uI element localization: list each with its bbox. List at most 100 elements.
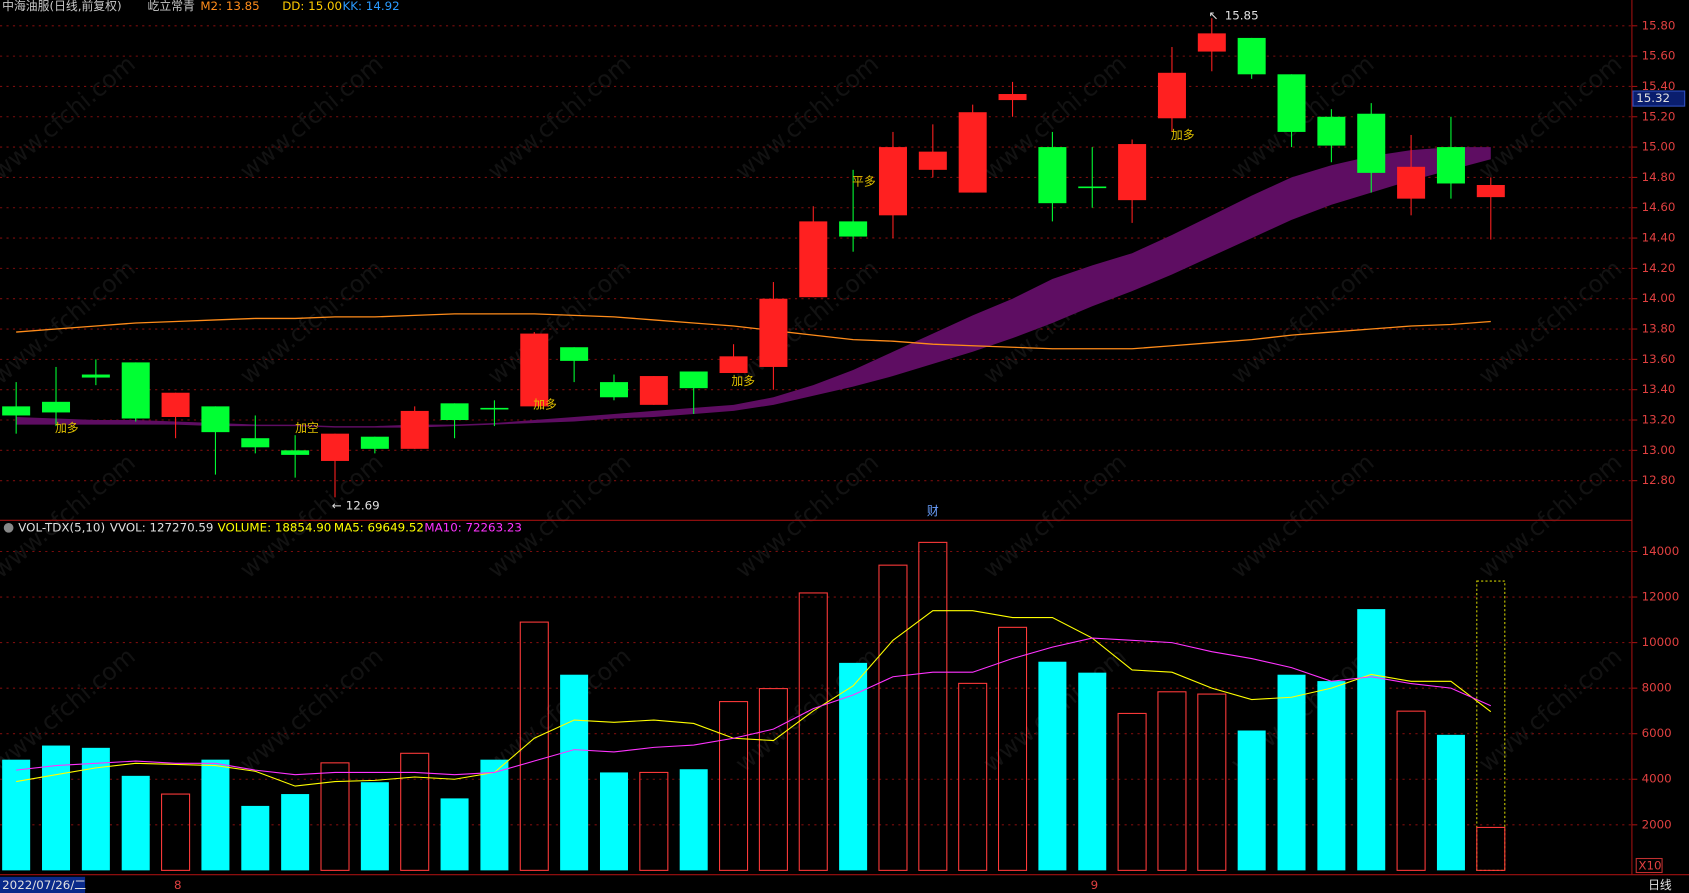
chart-title: 中海油服(日线,前复权): [2, 0, 121, 13]
indicator-name: 屹立常青: [148, 0, 195, 13]
volume-bar: [918, 541, 948, 871]
candle-body: [719, 356, 748, 374]
y-tick-label: 13.40: [1642, 382, 1676, 396]
candle-body: [1357, 113, 1386, 173]
candle-body: [1078, 186, 1107, 189]
date-box: [0, 876, 86, 893]
candle-body: [560, 347, 589, 361]
candle-body: [1197, 33, 1226, 52]
volume-bar: [758, 688, 788, 871]
y-tick-label: 15.60: [1642, 49, 1676, 63]
y-tick-label: 10000: [1642, 635, 1680, 649]
volume-bar: [1476, 826, 1506, 871]
candle-body: [281, 450, 310, 455]
candle-body: [1397, 166, 1426, 199]
candle-body: [2, 406, 31, 416]
volume-title: VOL-TDX(5,10): [18, 520, 105, 534]
candle-body: [440, 403, 469, 421]
period-label[interactable]: 日线: [1648, 878, 1672, 892]
candle-body: [878, 147, 907, 216]
volume-bar: [1277, 674, 1306, 871]
candle-body: [360, 436, 389, 449]
y-tick-label: 14000: [1642, 544, 1680, 558]
volume-bar: [480, 759, 509, 871]
price-marker-label: 15.32: [1636, 91, 1670, 105]
volume-legend: VOLUME: 18854.90: [218, 520, 332, 534]
volume-bar: [639, 771, 669, 871]
volume-bar: [281, 794, 310, 871]
signal-label: 加空: [295, 421, 319, 435]
legend-entry: M2: 13.85: [200, 0, 259, 13]
volume-bar: [1317, 681, 1346, 871]
candle-body: [81, 374, 110, 378]
high-arrow: ↖: [1209, 9, 1219, 23]
volume-bar: [2, 759, 31, 871]
volume-bar: [81, 747, 110, 871]
candle-body: [1476, 184, 1505, 198]
x-tick-label: 9: [1091, 878, 1099, 892]
y-tick-label: 13.20: [1642, 413, 1676, 427]
signal-label: 加多: [533, 398, 557, 412]
signal-label: 加多: [731, 374, 755, 388]
volume-bar: [839, 662, 868, 871]
volume-bar: [519, 621, 549, 871]
y-tick-label: 6000: [1642, 726, 1672, 740]
y-tick-label: 15.20: [1642, 109, 1676, 123]
candle-body: [320, 433, 350, 461]
collapse-icon[interactable]: [3, 522, 14, 533]
signal-label: 加多: [1171, 128, 1195, 142]
candle-body: [679, 371, 708, 389]
volume-bar: [1157, 691, 1187, 871]
y-tick-label: 13.60: [1642, 352, 1676, 366]
volume-bar: [679, 769, 708, 871]
y-tick-label: 14.00: [1642, 291, 1676, 305]
volume-bar: [1197, 693, 1227, 871]
y-tick-label: 14.20: [1642, 261, 1676, 275]
volume-bar: [878, 564, 908, 871]
candle-body: [1237, 37, 1266, 75]
candle-body: [799, 221, 828, 298]
candle-body: [520, 333, 549, 407]
volume-bar: [1436, 734, 1465, 871]
low-annotation: 12.69: [346, 498, 380, 512]
candle-body: [201, 406, 230, 433]
legend-entry: KK: 14.92: [343, 0, 400, 13]
y-tick-label: 13.80: [1642, 322, 1676, 336]
candle-body: [1157, 72, 1186, 119]
y-tick-label: 12000: [1642, 590, 1680, 604]
volume-bar: [719, 701, 749, 871]
volume-bar: [1396, 710, 1426, 871]
volume-bar: [161, 793, 191, 871]
scale-box: [1635, 857, 1663, 874]
event-marker[interactable]: 财: [927, 504, 939, 518]
signal-label: 加多: [55, 421, 79, 435]
y-tick-label: 4000: [1642, 772, 1672, 786]
volume-bar: [1237, 730, 1266, 871]
candle-body: [998, 94, 1027, 101]
y-tick-label: 14.80: [1642, 170, 1676, 184]
volume-bar: [121, 775, 150, 871]
ma-line: [16, 610, 1492, 787]
legend-entry: DD: 15.00: [282, 0, 342, 13]
volume-bar: [1117, 712, 1147, 871]
candle-body: [42, 401, 71, 413]
x-tick-label: 8: [174, 878, 182, 892]
volume-bar: [241, 805, 270, 871]
y-tick-label: 15.40: [1642, 79, 1676, 93]
vvol-label: VVOL: 127270.59: [110, 520, 214, 534]
candle-body: [1436, 147, 1465, 184]
candle-body: [1038, 147, 1067, 204]
date-label: 2022/07/26/二: [2, 878, 86, 892]
candle-body: [1277, 74, 1306, 132]
volume-bar: [798, 592, 828, 871]
volume-bar: [1357, 609, 1386, 871]
candle-body: [241, 438, 270, 448]
volume-bar: [1078, 672, 1107, 871]
projected-volume: [1476, 580, 1506, 871]
volume-bar: [1038, 661, 1067, 871]
volume-bar: [997, 626, 1028, 871]
candle-body: [639, 376, 668, 405]
candle-body: [400, 410, 429, 449]
candle-body: [599, 382, 628, 398]
y-tick-label: 14.40: [1642, 231, 1676, 245]
